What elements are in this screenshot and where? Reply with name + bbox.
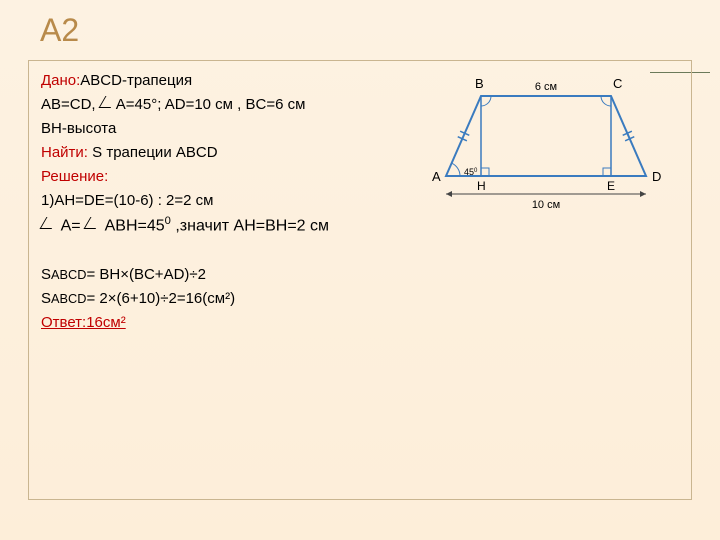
f2-pre: S bbox=[41, 290, 51, 307]
svg-text:E: E bbox=[607, 179, 615, 193]
find-label: Найти: bbox=[41, 144, 88, 161]
f1-sub: ABCD bbox=[51, 267, 86, 282]
svg-text:D: D bbox=[652, 169, 661, 184]
angle-icon bbox=[98, 96, 117, 108]
slide-title: А2 bbox=[0, 0, 720, 57]
given-label: Дано: bbox=[41, 72, 80, 89]
f2-post: = 2×(6+10)÷2=16(см²) bbox=[86, 290, 235, 307]
angle-icon bbox=[40, 217, 59, 229]
formula-2: SABCD= 2×(6+10)÷2=16(см²) bbox=[41, 287, 679, 311]
step2-c: ,значит AH=BH=2 см bbox=[171, 217, 329, 234]
svg-text:H: H bbox=[477, 179, 486, 193]
step2-a: A= bbox=[57, 217, 85, 234]
line2-pre: AB=CD, bbox=[41, 96, 100, 113]
f1-post: = BH×(BC+AD)÷2 bbox=[86, 266, 206, 283]
angle-icon bbox=[84, 217, 103, 229]
f2-sub: ABCD bbox=[51, 291, 86, 306]
step2-b: ABH=45 bbox=[101, 217, 165, 234]
f1-pre: S bbox=[41, 266, 51, 283]
find-body: S трапеции ABCD bbox=[88, 144, 218, 161]
trapezoid-figure: 10 см6 см450ABCDHE bbox=[416, 66, 676, 226]
figure-svg: 10 см6 см450ABCDHE bbox=[416, 66, 676, 226]
svg-text:A: A bbox=[432, 169, 441, 184]
answer-line: Ответ:16см² bbox=[41, 311, 679, 335]
svg-text:C: C bbox=[613, 76, 622, 91]
spacer bbox=[41, 239, 679, 263]
svg-text:B: B bbox=[475, 76, 484, 91]
line2-body: A=45°; AD=10 см , BC=6 см bbox=[116, 96, 306, 113]
svg-text:6 см: 6 см bbox=[535, 81, 557, 93]
formula-1: SABCD= BH×(BC+AD)÷2 bbox=[41, 263, 679, 287]
svg-text:10 см: 10 см bbox=[532, 199, 560, 211]
given-body: ABCD-трапеция bbox=[80, 72, 192, 89]
